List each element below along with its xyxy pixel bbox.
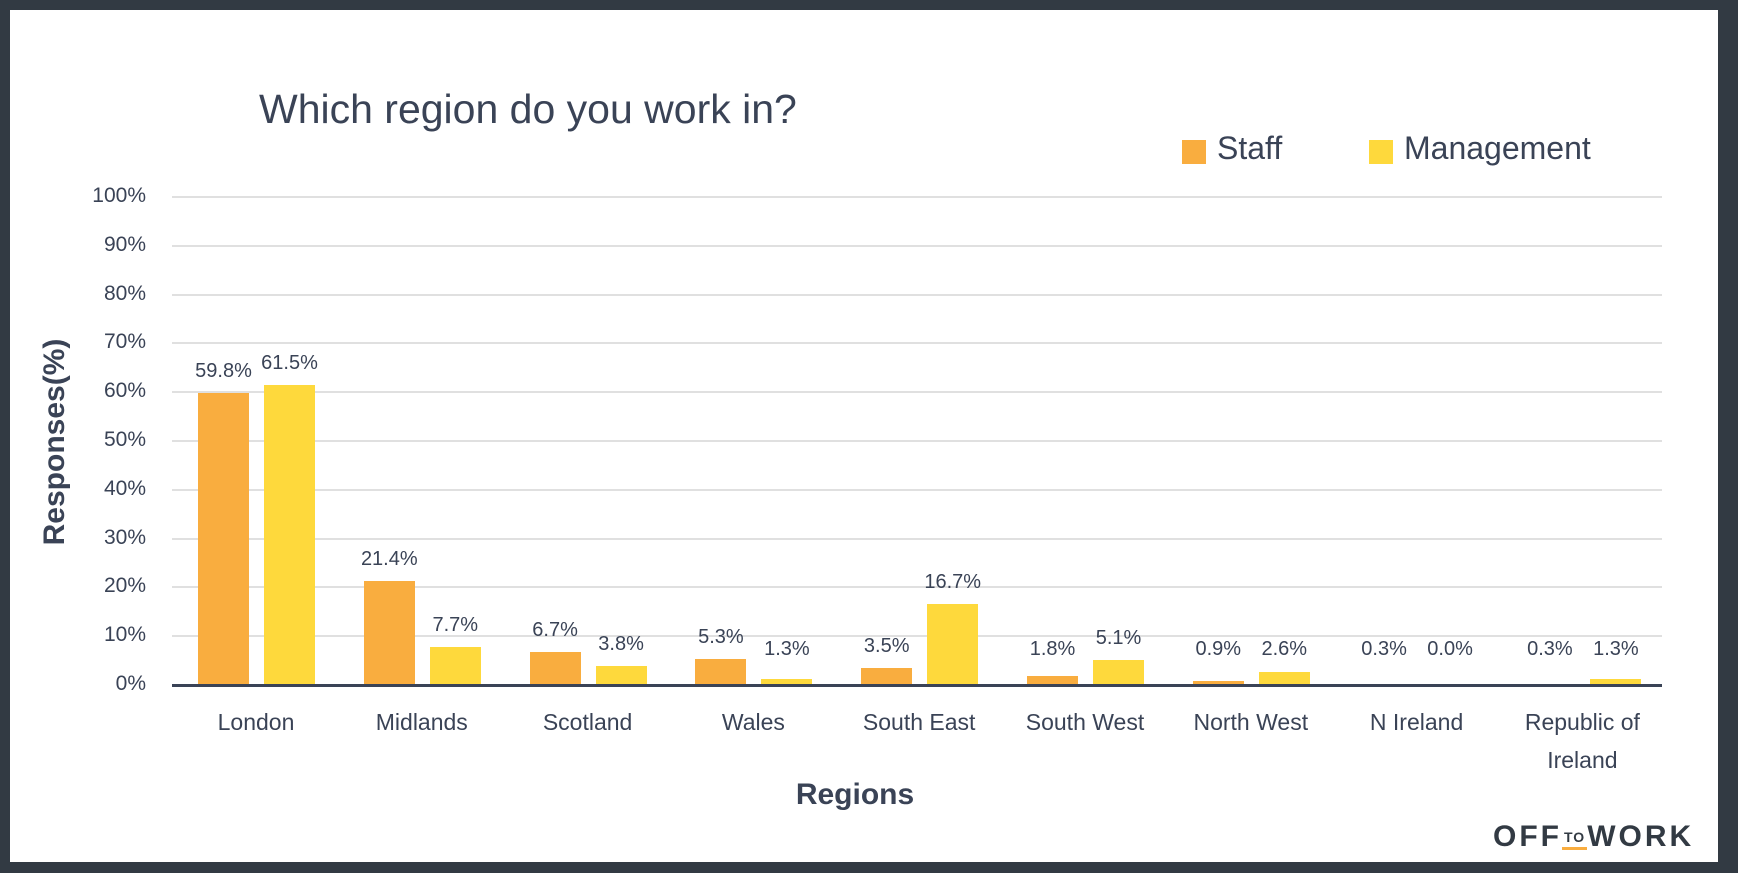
chart-title: Which region do you work in? (259, 86, 797, 132)
x-tick-label: Scotland (542, 709, 633, 735)
bar-management (264, 384, 315, 685)
value-label: 7.7% (432, 614, 479, 637)
bar-staff (861, 667, 913, 685)
value-label: 2.6% (1261, 638, 1308, 660)
y-tick-label: 50% (103, 428, 146, 451)
y-tick-label: 40% (103, 476, 146, 500)
value-label: 0.3% (1527, 638, 1573, 660)
bar-management (1590, 678, 1642, 685)
value-label: 59.8% (195, 360, 252, 383)
y-tick-label: 30% (103, 525, 146, 549)
offtowork-logo: OFF TO WORK (1493, 820, 1694, 854)
bar-staff (1192, 680, 1244, 685)
value-label: 1.8% (1029, 638, 1076, 660)
y-tick-label: 90% (103, 232, 146, 256)
bar-staff (529, 652, 581, 685)
gridline (172, 196, 1662, 198)
value-label: 6.7% (532, 619, 578, 642)
legend-label-management: Management (1404, 130, 1591, 166)
y-tick-label: 10% (103, 623, 146, 647)
logo-off: OFF (1493, 820, 1562, 853)
gridline (172, 244, 1662, 247)
x-tick-label: Midlands (375, 709, 468, 735)
x-tick-label: North West (1193, 709, 1309, 735)
value-label: 16.7% (924, 570, 982, 593)
bar-staff (1027, 676, 1078, 685)
gridline (172, 537, 1662, 540)
gridline (172, 488, 1662, 491)
value-label: 21.4% (360, 547, 418, 570)
bar-management (927, 603, 979, 685)
y-tick-label: 0% (115, 672, 146, 695)
y-tick-label: 80% (103, 281, 146, 305)
bar-management (1258, 672, 1310, 685)
value-label: 3.8% (598, 633, 644, 656)
x-tick-label: Republic of Ireland (1524, 709, 1640, 773)
x-axis-line (172, 684, 1662, 687)
gridline (172, 635, 1662, 638)
value-label: 0.9% (1195, 638, 1242, 660)
bar-management (429, 647, 481, 685)
x-tick-label: Wales (721, 709, 785, 735)
x-tick-label: N Ireland (1369, 709, 1464, 735)
y-tick-label: 70% (103, 330, 146, 354)
x-tick-label: South East (862, 709, 976, 735)
value-label: 61.5% (261, 351, 318, 374)
y-tick-label: 60% (103, 379, 146, 403)
staff-swatch-icon (1182, 139, 1206, 164)
value-label: 3.5% (863, 634, 910, 657)
value-label: 0.0% (1427, 638, 1473, 660)
legend-item-management: Management (1369, 130, 1591, 167)
bar-staff (363, 580, 415, 685)
gridline (172, 440, 1662, 442)
bar-staff (198, 393, 249, 685)
bar-staff (695, 659, 747, 685)
bar-management (1093, 660, 1144, 685)
y-tick-label: 20% (103, 574, 146, 598)
gridline (172, 342, 1662, 345)
logo-to: TO (1562, 829, 1588, 854)
bar-management (761, 678, 813, 685)
y-axis-title: Responses(%) (38, 338, 71, 546)
management-swatch-icon (1369, 139, 1393, 164)
legend-label-staff: Staff (1217, 130, 1283, 166)
legend-item-staff: Staff (1182, 130, 1282, 167)
y-tick-label: 100% (92, 184, 146, 207)
gridline (172, 391, 1662, 394)
logo-work: WORK (1587, 820, 1695, 853)
x-tick-label: London (217, 709, 295, 735)
gridline (172, 293, 1662, 296)
x-tick-label: South West (1025, 709, 1145, 735)
x-axis-title: Regions (795, 778, 915, 811)
value-label: 0.3% (1361, 638, 1407, 660)
value-label: 1.3% (1593, 638, 1639, 660)
value-label: 5.3% (698, 626, 744, 649)
value-label: 5.1% (1095, 627, 1142, 650)
value-label: 1.3% (764, 638, 810, 660)
bar-management (595, 666, 647, 685)
gridline (172, 586, 1662, 589)
